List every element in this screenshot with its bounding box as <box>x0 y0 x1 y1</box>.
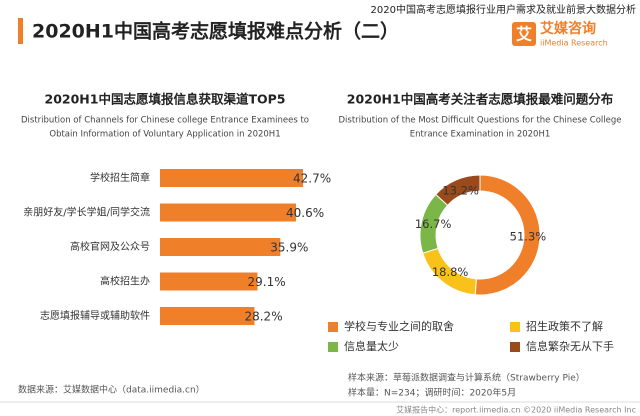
value-label: 13.2% <box>442 184 479 198</box>
chart-subtitle: Entrance Examination in 2020H1 <box>410 130 551 140</box>
chart-subtitle: Obtain Information of Voluntary Applicat… <box>49 130 280 140</box>
legend-swatch <box>328 342 338 352</box>
bar <box>160 203 297 222</box>
legend-swatch <box>328 322 338 332</box>
sample-size: 样本量：N=234；调研时间：2020年5月 <box>348 387 516 399</box>
legend-label: 学校与专业之间的取舍 <box>344 319 454 333</box>
legend-swatch <box>510 342 520 352</box>
footer-bottom: 艾媒报告中心：report.iimedia.cn ©2020 iiMedia R… <box>396 405 636 415</box>
logo-char: 艾 <box>516 25 532 44</box>
chart-title: 2020H1中国志愿填报信息获取渠道TOP5 <box>45 92 286 107</box>
value-label: 28.2% <box>244 310 282 324</box>
donut-segment <box>435 174 481 206</box>
category-label: 高校官网及公众号 <box>70 240 150 253</box>
legend-label: 招生政策不了解 <box>526 319 603 333</box>
brand-en: iiMedia Research <box>540 39 608 48</box>
sample-source: 样本来源：草莓派数据调查与计算系统（Strawberry Pie） <box>348 372 585 384</box>
value-label: 29.1% <box>247 275 285 289</box>
chart-subtitle: Distribution of Channels for Chinese col… <box>21 116 309 126</box>
legend-swatch <box>510 322 520 332</box>
logo-box <box>512 22 536 46</box>
title-accent <box>18 18 23 44</box>
legend-label: 信息繁杂无从下手 <box>526 339 614 353</box>
page-title: 2020H1中国高考志愿填报难点分析（二） <box>32 20 399 43</box>
category-label: 高校招生办 <box>100 275 150 288</box>
bar <box>160 272 258 291</box>
value-label: 18.8% <box>432 265 469 279</box>
category-label: 亲朋好友/学长学姐/同学交流 <box>23 206 150 219</box>
value-label: 42.7% <box>293 172 331 186</box>
category-label: 学校招生简章 <box>90 171 150 184</box>
report-name: 2020中国高考志愿填报行业用户需求及就业前景大数据分析 <box>371 3 636 16</box>
category-label: 志愿填报辅导或辅助软件 <box>40 309 150 322</box>
chart-title: 2020H1中国高考关注者志愿填报最难问题分布 <box>347 92 614 107</box>
legend-label: 信息量太少 <box>344 339 399 353</box>
source: 数据来源：艾媒数据中心（data.iimedia.cn） <box>18 384 205 396</box>
value-label: 35.9% <box>270 241 308 255</box>
value-label: 40.6% <box>286 206 324 220</box>
bar <box>160 169 304 187</box>
value-label: 51.3% <box>510 229 547 243</box>
bar <box>160 307 255 325</box>
chart-subtitle: Distribution of the Most Difficult Quest… <box>339 116 622 126</box>
value-label: 16.7% <box>415 217 452 231</box>
bar <box>160 238 281 256</box>
brand: 艾媒咨询 <box>540 20 596 37</box>
